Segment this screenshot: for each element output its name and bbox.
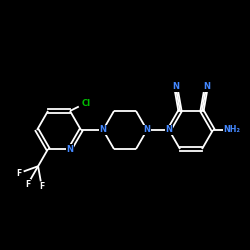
Text: N: N [172, 82, 179, 91]
Text: NH₂: NH₂ [223, 126, 240, 134]
Text: Cl: Cl [82, 99, 91, 108]
Text: F: F [16, 169, 21, 178]
Text: N: N [166, 126, 172, 134]
Text: F: F [39, 182, 44, 191]
Text: N: N [203, 82, 210, 91]
Text: N: N [144, 126, 150, 134]
Text: F: F [25, 180, 30, 189]
Text: N: N [100, 126, 106, 134]
Text: N: N [66, 144, 73, 154]
